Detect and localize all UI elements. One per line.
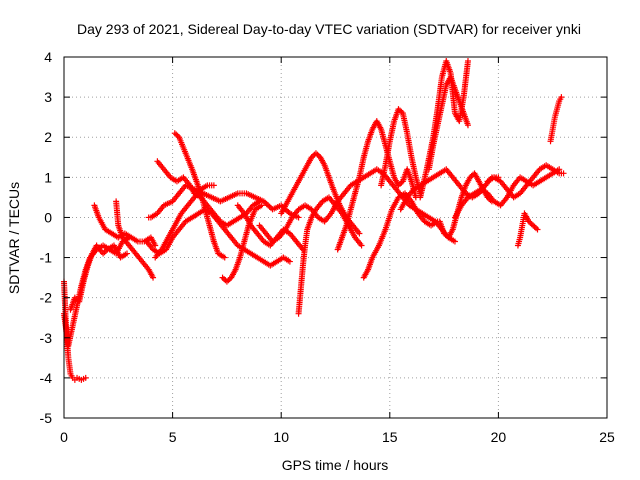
- x-tick-label: 10: [273, 429, 289, 445]
- series-arc-16: [334, 118, 419, 253]
- y-axis-label: SDTVAR / TECUs: [6, 182, 22, 294]
- y-tick-label: -1: [40, 250, 53, 266]
- series-arc-2: [61, 234, 133, 349]
- series-arc-8: [171, 130, 228, 261]
- x-tick-label: 20: [491, 429, 507, 445]
- y-tick-label: -5: [40, 410, 53, 426]
- data-point: [464, 58, 471, 65]
- data-point: [82, 374, 89, 381]
- series-arc-6: [145, 182, 302, 221]
- series-arc-26: [547, 94, 565, 145]
- series-arc-3: [67, 242, 130, 313]
- data-point: [150, 274, 157, 281]
- series-arc-11: [219, 202, 265, 285]
- data-point: [258, 202, 265, 209]
- chart-title: Day 293 of 2021, Sidereal Day-to-day VTE…: [77, 21, 581, 37]
- data-point: [358, 242, 365, 249]
- data-point: [286, 258, 293, 265]
- data-point: [464, 122, 471, 129]
- data-point: [221, 254, 228, 261]
- series-arc-24: [484, 162, 567, 201]
- data-points: [61, 58, 567, 383]
- series-arc-5: [113, 198, 157, 281]
- x-tick-label: 15: [382, 429, 398, 445]
- grid: [64, 57, 607, 418]
- x-tick-labels: 0 5 10 15 20 25: [60, 429, 615, 445]
- data-point: [256, 198, 263, 205]
- series-arc-22: [436, 170, 495, 241]
- series-arc-21: [425, 74, 471, 173]
- data-point: [295, 214, 302, 221]
- y-tick-label: 4: [44, 49, 52, 65]
- data-point: [558, 94, 565, 101]
- y-tick-label: -4: [40, 370, 53, 386]
- series-arc-17: [360, 190, 441, 281]
- x-tick-label: 5: [169, 429, 177, 445]
- series-arc-18: [378, 106, 424, 197]
- data-point: [152, 242, 159, 249]
- x-tick-label: 0: [60, 429, 68, 445]
- x-tick-label: 25: [599, 429, 615, 445]
- data-point: [451, 238, 458, 245]
- y-tick-label: 1: [44, 169, 52, 185]
- data-point: [560, 170, 567, 177]
- data-point: [210, 182, 217, 189]
- y-tick-label: -3: [40, 330, 53, 346]
- data-point: [356, 230, 363, 237]
- series-arc-10: [152, 182, 217, 261]
- data-point: [123, 250, 130, 257]
- plot-frame: [63, 56, 608, 419]
- x-axis-label: GPS time / hours: [282, 457, 389, 473]
- axis-ticks: [63, 56, 608, 419]
- y-tick-label: -2: [40, 290, 53, 306]
- series-arc-25: [514, 210, 541, 249]
- data-point: [534, 226, 541, 233]
- y-tick-label: 2: [44, 129, 52, 145]
- y-tick-label: 3: [44, 89, 52, 105]
- series-arc-9: [143, 206, 293, 269]
- y-tick-labels: -5 -4 -3 -2 -1 0 1 2 3 4: [40, 49, 53, 426]
- series-arc-20: [417, 58, 471, 201]
- y-tick-label: 0: [44, 209, 52, 225]
